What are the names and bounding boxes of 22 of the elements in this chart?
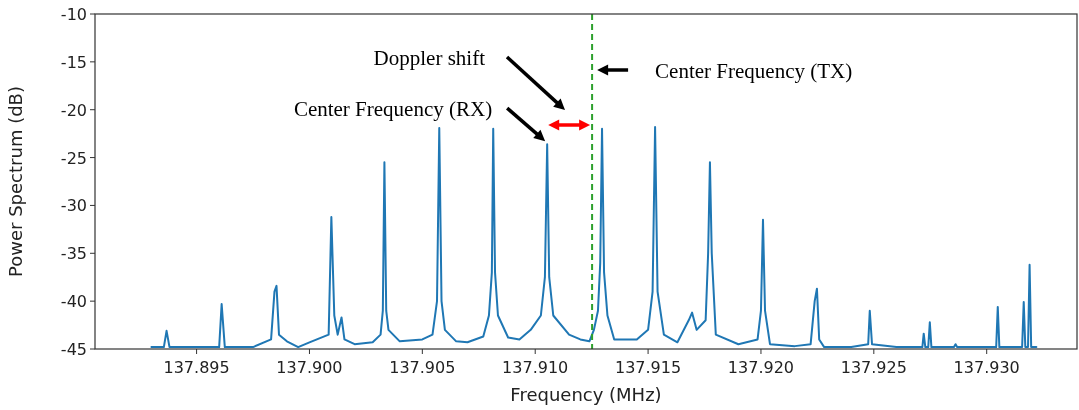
- y-tick-label: -20: [60, 100, 87, 120]
- y-tick-label: -30: [60, 196, 87, 216]
- y-tick-label: -15: [60, 52, 87, 72]
- annotation: Doppler shift: [373, 46, 486, 70]
- x-tick-label: 137.930: [953, 358, 1020, 377]
- y-tick-label: -35: [60, 244, 87, 264]
- y-tick-label: -25: [60, 148, 87, 168]
- x-tick-label: 137.900: [276, 358, 343, 377]
- x-tick-label: 137.925: [840, 358, 907, 377]
- x-tick-label: 137.905: [389, 358, 456, 377]
- ref-line-label: Center Frequency (TX): [655, 59, 853, 83]
- x-tick-label: 137.915: [614, 358, 682, 377]
- y-axis-title: Power Spectrum (dB): [5, 86, 26, 277]
- x-tick-label: 137.910: [502, 358, 569, 377]
- x-tick-label: 137.920: [727, 358, 795, 377]
- annotation: Center Frequency (RX): [293, 97, 493, 122]
- x-tick-label: 137.895: [163, 358, 230, 377]
- x-axis-title: Frequency (MHz): [510, 384, 662, 405]
- line-series: [150, 125, 1038, 349]
- y-tick-label: -10: [60, 5, 87, 24]
- y-tick-label: -40: [60, 292, 87, 312]
- y-tick-label: -45: [60, 340, 87, 359]
